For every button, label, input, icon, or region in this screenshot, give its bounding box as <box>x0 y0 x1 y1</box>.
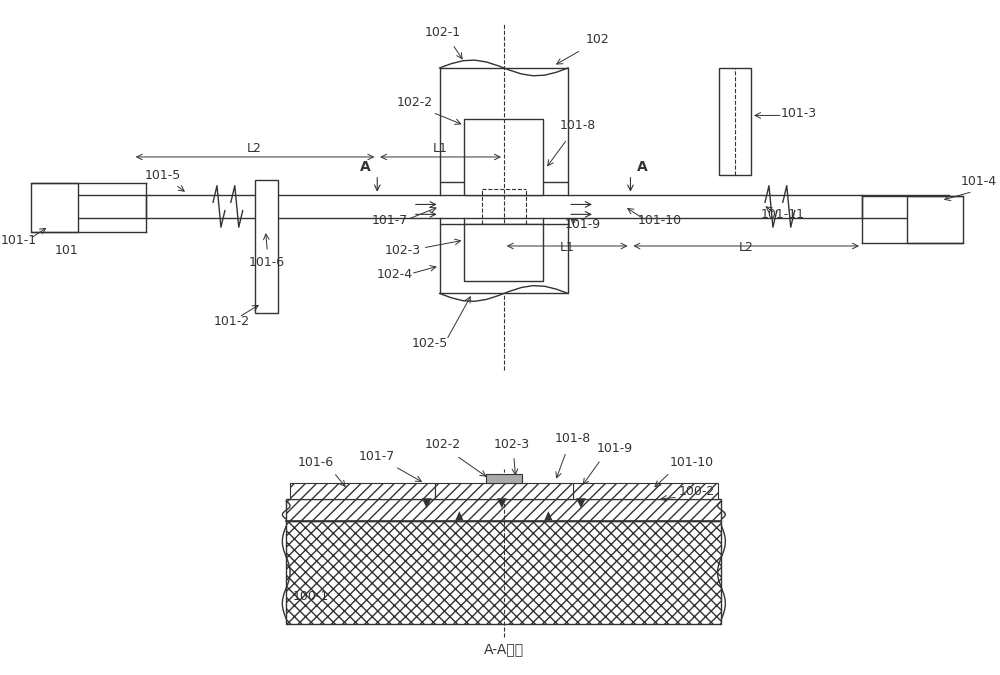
Bar <box>440 224 568 294</box>
Text: 101-7: 101-7 <box>359 450 395 462</box>
Bar <box>719 68 751 175</box>
Text: 101: 101 <box>55 244 78 257</box>
Text: 102-3: 102-3 <box>494 438 530 451</box>
Text: 101-10: 101-10 <box>670 456 714 468</box>
Text: 101-6: 101-6 <box>298 456 334 468</box>
Text: L2: L2 <box>247 142 262 155</box>
Text: L1: L1 <box>433 142 448 155</box>
Text: 102-1: 102-1 <box>424 26 461 39</box>
Bar <box>464 224 543 281</box>
Text: 102-4: 102-4 <box>377 268 413 281</box>
Bar <box>255 180 278 313</box>
Bar <box>435 483 573 499</box>
Text: A: A <box>637 160 648 174</box>
Bar <box>907 196 963 243</box>
Text: 101-9: 101-9 <box>597 441 633 455</box>
Polygon shape <box>497 498 507 508</box>
Text: 102-2: 102-2 <box>424 438 461 451</box>
Text: 102-3: 102-3 <box>385 244 421 257</box>
Text: 101-7: 101-7 <box>372 214 408 227</box>
Polygon shape <box>455 511 463 520</box>
Text: A: A <box>360 160 371 174</box>
Text: 100-2: 100-2 <box>679 485 715 498</box>
Text: 102-2: 102-2 <box>397 96 433 109</box>
Text: 101-9: 101-9 <box>565 218 601 232</box>
Text: 101-6: 101-6 <box>248 256 285 269</box>
Text: L1: L1 <box>560 241 575 254</box>
Bar <box>440 68 568 182</box>
Polygon shape <box>422 498 432 508</box>
Text: 101-2: 101-2 <box>214 315 250 328</box>
Text: 101-11: 101-11 <box>761 209 805 221</box>
Bar <box>290 483 435 499</box>
Text: 101-3: 101-3 <box>781 107 817 120</box>
Text: 101-8: 101-8 <box>560 119 596 132</box>
Text: 101-4: 101-4 <box>961 175 997 188</box>
Polygon shape <box>286 500 721 521</box>
Bar <box>486 474 522 483</box>
Text: 101-1: 101-1 <box>1 234 37 247</box>
Polygon shape <box>544 511 552 520</box>
Bar <box>31 183 78 232</box>
Bar <box>464 119 543 194</box>
Polygon shape <box>286 521 721 624</box>
Bar <box>573 483 718 499</box>
Polygon shape <box>576 498 586 508</box>
Text: L2: L2 <box>739 241 754 254</box>
Text: 101-8: 101-8 <box>555 432 591 445</box>
Text: 101-5: 101-5 <box>144 169 181 182</box>
Text: A-A剪面: A-A剪面 <box>484 643 524 657</box>
Text: 101-10: 101-10 <box>638 214 682 227</box>
Text: 102-5: 102-5 <box>412 337 448 350</box>
Text: 100-1: 100-1 <box>293 590 329 603</box>
Text: 102: 102 <box>586 33 610 46</box>
